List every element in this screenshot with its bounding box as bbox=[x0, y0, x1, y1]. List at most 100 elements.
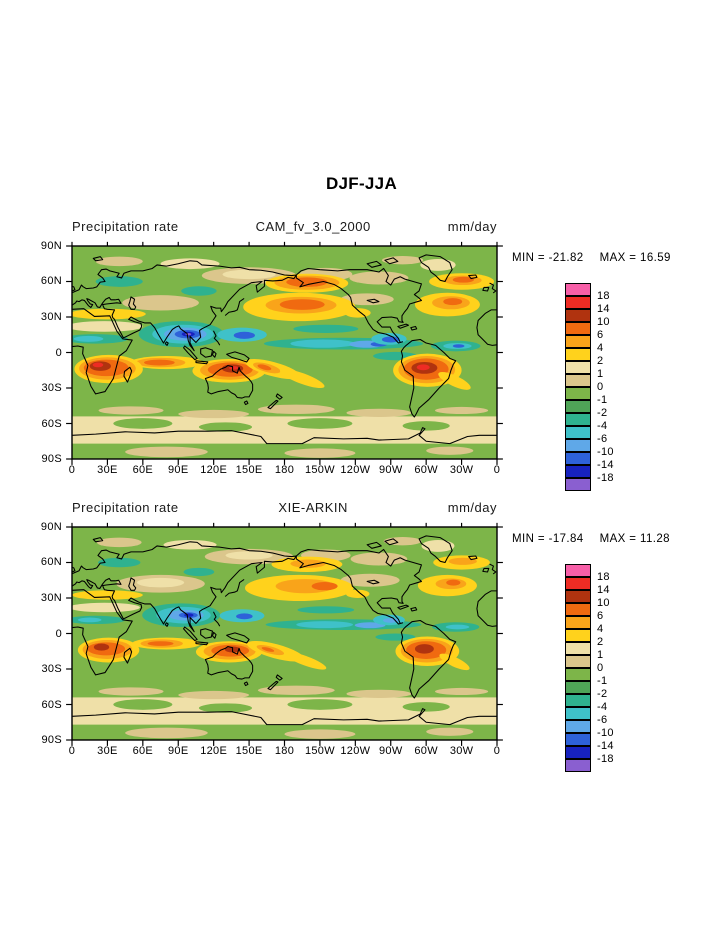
panel2-units-label: mm/day bbox=[447, 500, 497, 515]
colorbar-tick-label: -2 bbox=[597, 688, 608, 700]
lon-tick-label: 120E bbox=[200, 464, 228, 476]
colorbar-swatch bbox=[565, 413, 591, 426]
colorbar-tick-label: -1 bbox=[597, 394, 608, 406]
lon-tick-label: 150E bbox=[235, 464, 263, 476]
lat-tick-label: 60S bbox=[41, 417, 62, 430]
colorbar-tick-label: 0 bbox=[597, 662, 604, 674]
colorbar-swatch bbox=[565, 642, 591, 655]
lon-tick-label: 30E bbox=[97, 464, 118, 476]
colorbar-swatch bbox=[565, 361, 591, 374]
lon-tick-label: 120E bbox=[200, 745, 228, 757]
lat-tick-label: 90N bbox=[40, 240, 62, 252]
colorbar-swatch bbox=[565, 733, 591, 746]
panel1-units-label: mm/day bbox=[447, 219, 497, 234]
lon-tick-label: 60E bbox=[132, 745, 154, 757]
colorbar-swatch bbox=[565, 426, 591, 439]
colorbar-swatch bbox=[565, 655, 591, 668]
colorbar-tick-label: 10 bbox=[597, 316, 610, 328]
lon-tick-label: 180 bbox=[274, 745, 295, 757]
colorbar-swatch bbox=[565, 283, 591, 296]
colorbar-tick-label: -14 bbox=[597, 459, 614, 471]
lon-tick-label: 90W bbox=[378, 745, 403, 757]
colorbar-tick-label: 14 bbox=[597, 303, 610, 315]
colorbar-swatch bbox=[565, 694, 591, 707]
lon-tick-label: 150E bbox=[235, 745, 263, 757]
lon-tick-label: 0 bbox=[68, 464, 76, 476]
colorbar-tick-label: 10 bbox=[597, 597, 610, 609]
colorbar-swatch bbox=[565, 746, 591, 759]
panel1-field bbox=[72, 246, 497, 459]
lon-tick-label: 30W bbox=[449, 745, 474, 757]
colorbar-swatch bbox=[565, 577, 591, 590]
lon-tick-label: 150W bbox=[304, 464, 335, 476]
panel1-header: Precipitation rate CAM_fv_3.0_2000 mm/da… bbox=[72, 219, 497, 234]
colorbar-tick-label: 6 bbox=[597, 610, 604, 622]
colorbar-swatch bbox=[565, 603, 591, 616]
colorbar-tick-label: 18 bbox=[597, 290, 610, 302]
colorbar-tick-label: -18 bbox=[597, 472, 614, 484]
lon-tick-label: 0 bbox=[493, 745, 501, 757]
colorbar-swatch bbox=[565, 309, 591, 322]
lon-tick-label: 180 bbox=[274, 464, 295, 476]
panel1-field-label: Precipitation rate bbox=[72, 219, 179, 234]
colorbar-swatch bbox=[565, 335, 591, 348]
colorbar-tick-label: -18 bbox=[597, 753, 614, 765]
lat-tick-label: 60N bbox=[40, 275, 62, 288]
lat-tick-label: 60N bbox=[40, 556, 62, 569]
colorbar-tick-label: 6 bbox=[597, 329, 604, 341]
colorbar-swatch bbox=[565, 720, 591, 733]
colorbar-swatch bbox=[565, 629, 591, 642]
lon-tick-label: 150W bbox=[304, 745, 335, 757]
lon-tick-label: 90E bbox=[168, 464, 189, 476]
panel2-lat-axis: 90N 60N 30N 0 30S 60S 90S bbox=[20, 521, 62, 746]
colorbar-tick-label: -4 bbox=[597, 420, 608, 432]
colorbar-tick-label: -10 bbox=[597, 446, 614, 458]
lon-tick-label: 120W bbox=[340, 464, 371, 476]
panel1-lat-axis: 90N 60N 30N 0 30S 60S 90S bbox=[20, 240, 62, 465]
colorbar-tick-label: 1 bbox=[597, 649, 604, 661]
colorbar-tick-label: 4 bbox=[597, 342, 604, 354]
colorbar-tick-label: -2 bbox=[597, 407, 608, 419]
lat-tick-label: 90S bbox=[41, 453, 62, 465]
colorbar-swatch bbox=[565, 322, 591, 335]
panel2-minmax: MIN = -17.84 MAX = 11.28 bbox=[512, 533, 670, 545]
panel1-minmax: MIN = -21.82 MAX = 16.59 bbox=[512, 252, 671, 264]
figure-title: DJF-JJA bbox=[325, 174, 398, 193]
panel2-lon-axis: 0 30E 60E 90E 120E 150E 180 150W 120W 90W 60W 30W 0 bbox=[69, 745, 501, 759]
panel1-colorbar: 18 14 10 6 4 2 1 0 -1 -2 -4 -6 -10 -14 -18 bbox=[565, 283, 637, 493]
colorbar-swatch bbox=[565, 616, 591, 629]
colorbar-swatch bbox=[565, 348, 591, 361]
panel2-min-value: MIN = -17.84 bbox=[512, 533, 584, 545]
colorbar-swatch bbox=[565, 590, 591, 603]
lat-tick-label: 0 bbox=[55, 346, 62, 359]
lon-tick-label: 30E bbox=[97, 745, 118, 757]
colorbar-tick-label: 14 bbox=[597, 584, 610, 596]
lat-tick-label: 30S bbox=[41, 381, 62, 394]
colorbar-swatch bbox=[565, 478, 591, 491]
lon-tick-label: 90W bbox=[378, 464, 403, 476]
colorbar-swatch bbox=[565, 452, 591, 465]
colorbar-tick-label: -6 bbox=[597, 714, 608, 726]
colorbar-tick-label: 4 bbox=[597, 623, 604, 635]
panel1-max-value: MAX = 16.59 bbox=[599, 252, 671, 264]
lat-tick-label: 0 bbox=[55, 627, 62, 640]
colorbar-tick-label: -10 bbox=[597, 727, 614, 739]
lat-tick-label: 90N bbox=[40, 521, 62, 533]
panel2-max-value: MAX = 11.28 bbox=[599, 533, 670, 545]
colorbar-tick-label: 18 bbox=[597, 571, 610, 583]
panel2-map-frame bbox=[71, 526, 498, 741]
panel2-map bbox=[66, 522, 503, 746]
panel2-field bbox=[72, 527, 497, 740]
lon-tick-label: 60W bbox=[414, 464, 438, 476]
lon-tick-label: 60W bbox=[414, 745, 438, 757]
lat-tick-label: 30N bbox=[40, 310, 62, 323]
panel1-axis-ticks bbox=[66, 241, 503, 465]
lon-tick-label: 60E bbox=[132, 464, 154, 476]
panel1-map-frame bbox=[71, 245, 498, 460]
colorbar-swatch bbox=[565, 296, 591, 309]
colorbar-tick-label: 2 bbox=[597, 636, 604, 648]
panel1-lon-axis: 0 30E 60E 90E 120E 150E 180 150W 120W 90W 60W 30W 0 bbox=[68, 464, 500, 478]
colorbar-swatch bbox=[565, 681, 591, 694]
panel1-min-value: MIN = -21.82 bbox=[512, 252, 584, 264]
